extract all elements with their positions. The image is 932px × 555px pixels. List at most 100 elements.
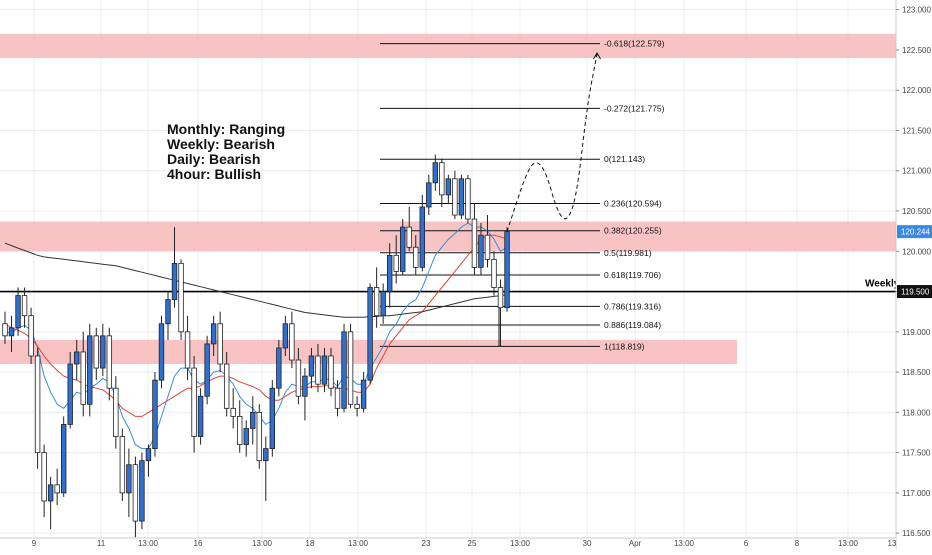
price-axis-bg <box>896 0 932 550</box>
time-tick-label: Apr <box>629 539 642 548</box>
candle-body <box>465 178 471 220</box>
candle-body <box>8 327 15 337</box>
candle-body <box>34 355 41 454</box>
candle <box>263 436 269 501</box>
candle-body <box>497 287 504 309</box>
price-tick-label: 119.000 <box>902 328 931 337</box>
time-tick-label: 18 <box>306 539 315 548</box>
time-tick-label: 13:00 <box>510 539 531 548</box>
candle <box>282 315 289 356</box>
candle <box>458 174 465 220</box>
candle <box>152 372 158 457</box>
candle-body <box>47 484 54 502</box>
candle <box>67 351 73 429</box>
candle-body <box>289 323 295 361</box>
price-tick-label: 120.500 <box>902 207 931 216</box>
ma-long-line <box>4 242 508 318</box>
candle <box>243 420 249 457</box>
candle <box>360 372 367 413</box>
candle-body <box>87 335 93 405</box>
price-tick-label: 122.000 <box>902 86 931 95</box>
candle-body <box>263 448 269 462</box>
zone-rect <box>0 221 896 252</box>
weekly-price-tag <box>897 285 932 299</box>
candle <box>484 215 491 268</box>
candle-body <box>478 234 484 268</box>
annotation-text: Monthly: Ranging <box>167 121 285 137</box>
candle-body <box>237 415 243 445</box>
fib-label: 0.5(119.981) <box>604 248 652 258</box>
candle <box>60 416 67 497</box>
time-tick-label: 13:00 <box>674 539 695 548</box>
candle-body <box>139 460 145 522</box>
candle <box>295 347 302 405</box>
candle <box>28 307 34 365</box>
candle <box>230 388 236 429</box>
price-tick-label: 121.500 <box>902 126 931 135</box>
candle <box>465 174 471 224</box>
annotation-text: Daily: Bearish <box>167 151 260 167</box>
candle <box>21 287 28 328</box>
candle <box>380 283 386 324</box>
zone-rect <box>0 33 896 58</box>
price-tick-label: 117.000 <box>902 489 931 498</box>
price-tick-label: 121.000 <box>902 167 931 176</box>
candle-body <box>126 464 132 494</box>
price-tick-label: 117.500 <box>902 449 931 458</box>
candle <box>145 444 152 477</box>
candle-body <box>256 411 262 462</box>
candle <box>497 279 504 347</box>
candle <box>445 174 452 203</box>
candle-body <box>106 335 113 389</box>
candle-body <box>100 335 106 369</box>
time-tick-label: 13 <box>888 539 897 548</box>
candle <box>256 404 262 469</box>
candle <box>171 227 178 308</box>
annotation-text: Weekly: Bearish <box>167 136 275 152</box>
candle-body <box>445 178 452 196</box>
candle-body <box>178 262 184 333</box>
time-tick-label: 30 <box>583 539 592 548</box>
candle-body <box>15 295 21 329</box>
candle <box>47 476 54 530</box>
projection-path <box>506 53 598 232</box>
candle-body <box>439 162 445 196</box>
candle-body <box>321 355 328 385</box>
current-price-tag <box>897 225 932 239</box>
candle-body <box>282 323 289 349</box>
weekly-label: Weekly <box>865 279 900 290</box>
fib-label: 0(121.143) <box>604 154 645 164</box>
candle <box>491 251 497 296</box>
candle-body <box>145 448 152 462</box>
candle-body <box>308 355 315 377</box>
candle <box>406 206 412 252</box>
candle-body <box>373 287 380 317</box>
fib-label: 1(118.819) <box>604 341 645 351</box>
price-tick-label: 120.000 <box>902 247 931 256</box>
candle-body <box>132 464 139 522</box>
candle <box>373 267 380 328</box>
candle-body <box>28 315 34 357</box>
candle <box>197 388 204 445</box>
candle-body <box>276 347 282 389</box>
projection-arrowhead <box>593 51 601 60</box>
candle-body <box>413 246 419 268</box>
candle-body <box>419 206 425 268</box>
candle-body <box>347 331 354 405</box>
candle-body <box>217 323 223 365</box>
candle <box>478 223 484 276</box>
candle <box>315 343 321 393</box>
candle <box>471 202 478 276</box>
candle-body <box>471 218 478 268</box>
fib-label: 0.786(119.316) <box>604 301 661 311</box>
candle <box>308 347 315 389</box>
candle <box>223 351 230 417</box>
candle-body <box>400 226 406 272</box>
candle <box>139 452 145 530</box>
candle-body <box>491 258 497 288</box>
time-tick-label: 6 <box>744 539 749 548</box>
candle-body <box>504 231 510 309</box>
candle <box>93 327 99 381</box>
